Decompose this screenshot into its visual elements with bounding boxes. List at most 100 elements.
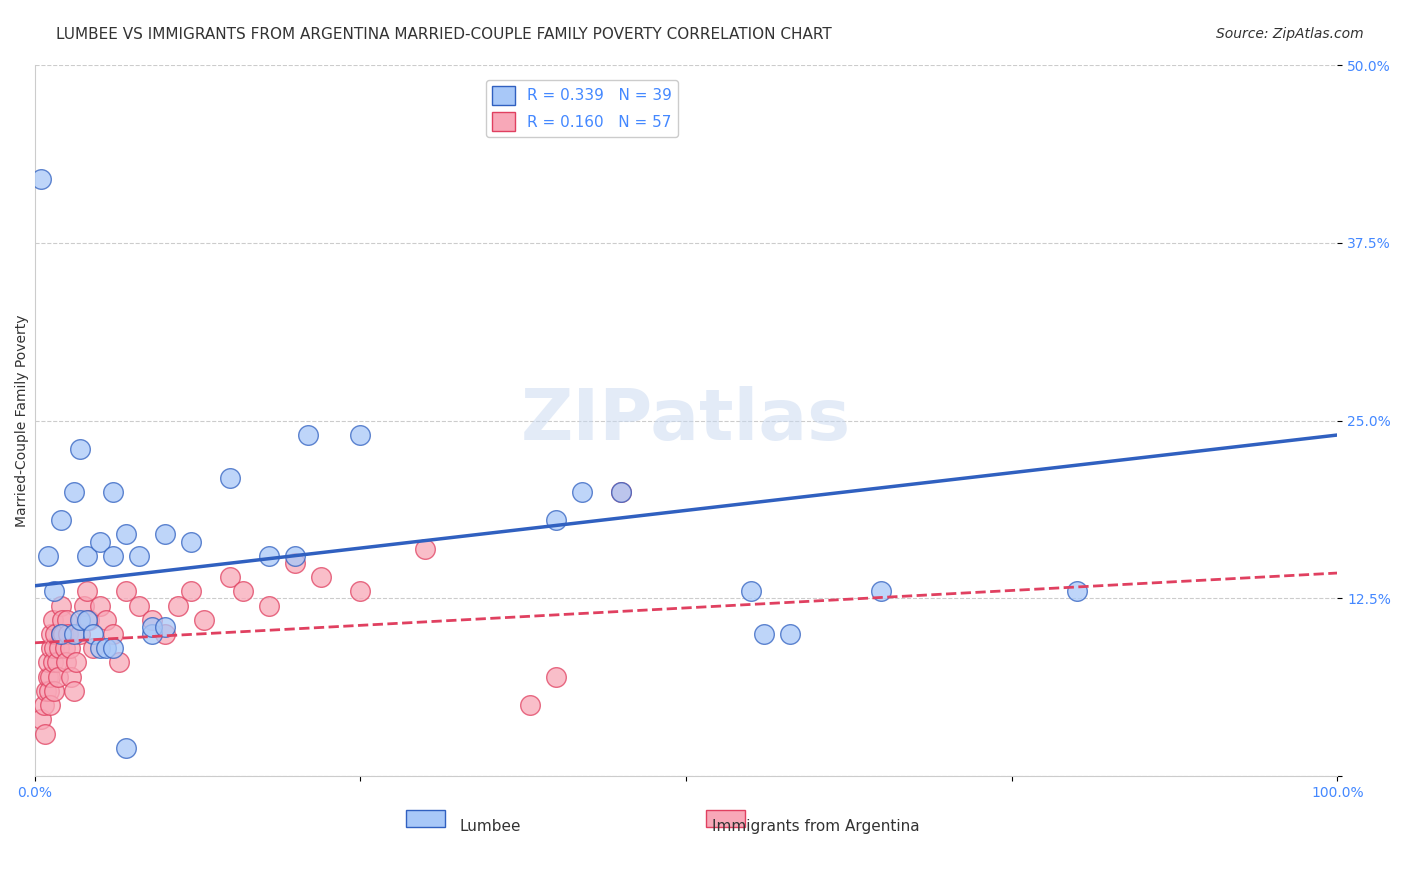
Point	[101, 627, 124, 641]
Point	[76, 549, 98, 563]
Point	[128, 549, 150, 563]
Point	[752, 627, 775, 641]
Point	[309, 570, 332, 584]
Point	[76, 613, 98, 627]
Point	[62, 484, 84, 499]
Point	[257, 549, 280, 563]
Point	[101, 549, 124, 563]
Point	[114, 584, 136, 599]
Point	[38, 684, 60, 698]
Point	[141, 613, 163, 627]
Text: Source: ZipAtlas.com: Source: ZipAtlas.com	[1216, 27, 1364, 41]
Point	[41, 627, 63, 641]
Point	[297, 428, 319, 442]
Point	[284, 549, 307, 563]
Point	[73, 599, 96, 613]
Point	[37, 670, 59, 684]
Point	[55, 656, 77, 670]
Point	[167, 599, 190, 613]
Point	[65, 656, 87, 670]
Point	[193, 613, 215, 627]
Point	[257, 599, 280, 613]
Point	[30, 172, 52, 186]
Point	[610, 484, 633, 499]
Point	[58, 627, 80, 641]
Text: LUMBEE VS IMMIGRANTS FROM ARGENTINA MARRIED-COUPLE FAMILY POVERTY CORRELATION CH: LUMBEE VS IMMIGRANTS FROM ARGENTINA MARR…	[56, 27, 832, 42]
Point	[153, 527, 176, 541]
Point	[48, 641, 70, 656]
Point	[519, 698, 541, 712]
Text: Immigrants from Argentina: Immigrants from Argentina	[713, 819, 920, 834]
Point	[60, 670, 83, 684]
Point	[42, 656, 65, 670]
Point	[740, 584, 762, 599]
FancyBboxPatch shape	[706, 810, 745, 828]
Point	[51, 613, 73, 627]
Text: ZIPatlas: ZIPatlas	[520, 386, 851, 455]
Point	[1066, 584, 1088, 599]
Point	[49, 627, 72, 641]
Point	[42, 613, 65, 627]
Point	[153, 627, 176, 641]
Point	[96, 641, 118, 656]
Point	[349, 584, 371, 599]
Point	[128, 599, 150, 613]
Point	[284, 556, 307, 570]
Point	[76, 584, 98, 599]
Point	[42, 641, 65, 656]
Point	[82, 627, 104, 641]
Point	[32, 698, 55, 712]
Point	[779, 627, 801, 641]
Legend: R = 0.339   N = 39, R = 0.160   N = 57: R = 0.339 N = 39, R = 0.160 N = 57	[485, 80, 678, 137]
Point	[141, 620, 163, 634]
Point	[39, 670, 62, 684]
Point	[59, 641, 82, 656]
Point	[49, 513, 72, 527]
Point	[69, 613, 91, 627]
Point	[101, 484, 124, 499]
Point	[89, 641, 111, 656]
Point	[69, 442, 91, 456]
Point	[77, 613, 100, 627]
Point	[571, 484, 593, 499]
Point	[82, 641, 104, 656]
Point	[349, 428, 371, 442]
Point	[114, 740, 136, 755]
Point	[53, 641, 76, 656]
FancyBboxPatch shape	[406, 810, 444, 828]
Point	[35, 684, 58, 698]
Point	[544, 513, 567, 527]
Point	[56, 613, 79, 627]
Point	[219, 570, 242, 584]
Y-axis label: Married-Couple Family Poverty: Married-Couple Family Poverty	[15, 314, 30, 527]
Point	[39, 698, 62, 712]
Point	[114, 527, 136, 541]
Point	[42, 684, 65, 698]
Point	[610, 484, 633, 499]
Point	[96, 613, 118, 627]
Point	[180, 584, 202, 599]
Point	[153, 620, 176, 634]
Point	[232, 584, 254, 599]
Point	[870, 584, 893, 599]
Point	[30, 712, 52, 726]
Point	[101, 641, 124, 656]
Point	[45, 656, 67, 670]
Point	[49, 627, 72, 641]
Point	[62, 627, 84, 641]
Point	[108, 656, 131, 670]
Point	[37, 549, 59, 563]
Point	[44, 627, 66, 641]
Point	[415, 541, 437, 556]
Point	[46, 670, 69, 684]
Point	[41, 641, 63, 656]
Point	[62, 684, 84, 698]
Point	[89, 534, 111, 549]
Text: Lumbee: Lumbee	[460, 819, 522, 834]
Point	[141, 627, 163, 641]
Point	[37, 656, 59, 670]
Point	[52, 627, 75, 641]
Point	[34, 726, 56, 740]
Point	[69, 627, 91, 641]
Point	[219, 470, 242, 484]
